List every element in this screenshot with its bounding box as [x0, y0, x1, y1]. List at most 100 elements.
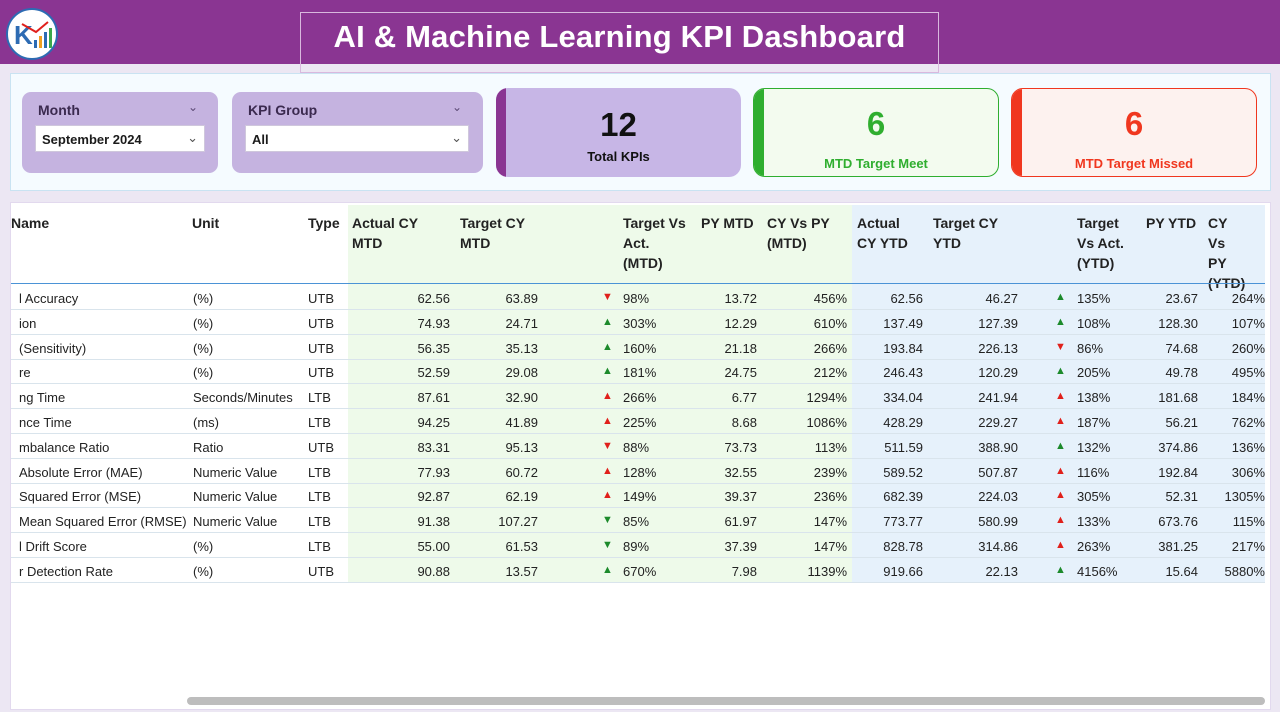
cell-actual-cy-mtd: 74.93 [417, 315, 450, 331]
cell-type: LTB [308, 464, 331, 480]
table-row[interactable]: Absolute Error (MAE) Numeric Value LTB 77.9… [11, 459, 1265, 484]
cell-target-cy-mtd: 60.72 [505, 464, 538, 480]
cell-type: LTB [308, 539, 331, 554]
cell-py-ytd: 381.25 [1158, 539, 1198, 554]
table-row[interactable]: re (%) UTB 52.59 29.08 ▲ 181% 24.75 212% 246.43 12… [11, 359, 1265, 385]
cell-type: UTB [308, 365, 334, 381]
ytd-trend-arrow-icon: ▲ [1055, 291, 1066, 303]
table-row[interactable]: Squared Error (MSE) Numeric Value LTB 92.87… [11, 483, 1265, 509]
cell-target-vs-act-ytd: 205% [1077, 365, 1111, 381]
header-actual-cy-ytd[interactable]: Actual CY YTD [857, 215, 908, 251]
cell-target-cy-mtd: 35.13 [505, 340, 538, 356]
cell-py-ytd: 181.68 [1158, 390, 1198, 406]
header-target-cy-mtd[interactable]: Target CY MTD [460, 215, 526, 251]
header-cy-vs-py-ytd[interactable]: CY Vs PY (YTD) [1208, 215, 1246, 291]
ytd-trend-arrow-icon: ▲ [1055, 415, 1066, 427]
header-type[interactable]: Type [308, 215, 340, 231]
cell-name: Mean Squared Error (RMSE) [19, 514, 187, 530]
cell-py-mtd: 6.77 [731, 390, 757, 406]
cell-actual-cy-mtd: 83.31 [417, 439, 450, 455]
table-row[interactable]: l Drift Score (%) LTB 55.00 61.53 ▼ 89% 37.39 14… [11, 533, 1265, 558]
cell-target-vs-act-mtd: 98% [623, 291, 650, 306]
table-row[interactable]: nce Time (ms) LTB 94.25 41.89 ▲ 225% 8.68 1086% 4… [11, 409, 1265, 434]
cell-cy-vs-py-mtd: 113% [814, 439, 847, 455]
cell-cy-vs-py-mtd: 147% [813, 514, 847, 530]
cell-actual-cy-mtd: 94.25 [417, 415, 450, 430]
cell-py-ytd: 23.67 [1165, 291, 1198, 306]
cell-name: l Drift Score [19, 539, 87, 554]
table-row[interactable]: mbalance Ratio Ratio UTB 83.31 95.13 ▼ 88% 73.7… [11, 434, 1265, 459]
header-target-cy-ytd[interactable]: Target CY YTD [933, 215, 999, 251]
table-row[interactable]: Mean Squared Error (RMSE) Numeric Value LT… [11, 508, 1265, 534]
cell-actual-cy-ytd: 511.59 [884, 439, 923, 455]
cell-name: l Accuracy [19, 291, 79, 306]
cell-cy-vs-py-ytd: 762% [1231, 415, 1265, 430]
kpi-group-dropdown[interactable]: All ⌄ [245, 125, 469, 152]
cell-target-vs-act-ytd: 135% [1077, 291, 1111, 306]
cell-cy-vs-py-mtd: 266% [813, 340, 847, 356]
header-unit[interactable]: Unit [192, 215, 220, 231]
cell-cy-vs-py-ytd: 306% [1231, 464, 1265, 480]
table-row[interactable]: ng Time Seconds/Minutes LTB 87.61 32.90 ▲ 266%… [11, 384, 1265, 410]
mtd-trend-arrow-icon: ▼ [602, 539, 613, 551]
chevron-down-icon[interactable]: ⌄ [452, 100, 463, 114]
cell-target-cy-ytd: 127.39 [978, 315, 1018, 331]
cell-target-vs-act-mtd: 266% [623, 390, 657, 406]
kpi-group-dropdown-value: All [252, 132, 269, 147]
header-cy-vs-py-mtd[interactable]: CY Vs PY (MTD) [767, 215, 830, 251]
mtd-trend-arrow-icon: ▼ [602, 291, 613, 303]
cell-target-vs-act-ytd: 116% [1077, 464, 1110, 480]
cell-target-cy-mtd: 29.08 [505, 365, 538, 381]
cell-target-cy-mtd: 32.90 [505, 390, 538, 406]
cell-unit: Numeric Value [193, 464, 278, 480]
horizontal-scrollbar[interactable] [187, 697, 1265, 705]
cell-actual-cy-mtd: 55.00 [417, 539, 450, 554]
cell-target-cy-mtd: 13.57 [505, 563, 538, 579]
cell-cy-vs-py-ytd: 495% [1231, 365, 1265, 381]
cell-type: LTB [308, 390, 331, 406]
cell-target-cy-ytd: 241.94 [978, 390, 1018, 406]
header-actual-cy-mtd[interactable]: Actual CY MTD [352, 215, 419, 251]
header-name[interactable]: Name [11, 215, 50, 231]
mtd-target-meet-value: 6 [866, 105, 886, 142]
header-py-mtd[interactable]: PY MTD [701, 215, 754, 231]
header-py-ytd[interactable]: PY YTD [1146, 215, 1197, 231]
cell-type: LTB [308, 489, 331, 505]
cell-target-vs-act-mtd: 88% [623, 439, 650, 455]
cell-cy-vs-py-ytd: 217% [1231, 539, 1265, 554]
cell-target-cy-mtd: 63.89 [505, 291, 538, 306]
cell-target-cy-ytd: 46.27 [985, 291, 1018, 306]
month-slicer-label: Month [38, 102, 80, 118]
mtd-target-missed-caption: MTD Target Missed [1074, 156, 1194, 171]
cell-target-vs-act-ytd: 86% [1077, 340, 1104, 356]
chevron-down-icon[interactable]: ⌄ [188, 100, 199, 114]
cell-target-vs-act-ytd: 133% [1077, 514, 1111, 530]
cell-target-cy-ytd: 314.86 [978, 539, 1018, 554]
month-dropdown[interactable]: September 2024 ⌄ [35, 125, 205, 152]
cell-target-vs-act-mtd: 85% [623, 514, 650, 530]
ytd-trend-arrow-icon: ▲ [1055, 315, 1066, 328]
cell-target-vs-act-ytd: 132% [1077, 439, 1111, 455]
ytd-trend-arrow-icon: ▲ [1055, 539, 1066, 551]
table-row[interactable]: ion (%) UTB 74.93 24.71 ▲ 303% 12.29 610% 137.49 1… [11, 310, 1265, 335]
cell-name: nce Time [19, 415, 72, 430]
cell-cy-vs-py-mtd: 1086% [806, 415, 847, 430]
cell-target-vs-act-mtd: 225% [623, 415, 657, 430]
cell-actual-cy-mtd: 52.59 [417, 365, 450, 381]
mtd-trend-arrow-icon: ▼ [602, 439, 613, 452]
cell-name: Absolute Error (MAE) [19, 464, 143, 480]
cell-py-mtd: 61.97 [724, 514, 757, 530]
cell-name: ng Time [19, 390, 66, 406]
table-row[interactable]: r Detection Rate (%) UTB 90.88 13.57 ▲ 670% 7.9… [11, 558, 1265, 583]
header-target-vs-act-ytd[interactable]: Target Vs Act. (YTD) [1077, 215, 1124, 271]
header-target-vs-act-mtd[interactable]: Target Vs Act. (MTD) [623, 215, 686, 271]
cell-cy-vs-py-ytd: 115% [1232, 514, 1265, 530]
cell-target-cy-ytd: 224.03 [978, 489, 1018, 505]
cell-py-mtd: 39.37 [724, 489, 757, 505]
cell-cy-vs-py-mtd: 147% [813, 539, 847, 554]
cell-cy-vs-py-mtd: 1294% [806, 390, 847, 406]
cell-unit: (%) [193, 340, 214, 356]
table-row[interactable]: l Accuracy (%) UTB 62.56 63.89 ▼ 98% 13.72 456% 6… [11, 285, 1265, 310]
cell-target-cy-mtd: 61.53 [505, 539, 538, 554]
table-row[interactable]: (Sensitivity) (%) UTB 56.35 35.13 ▲ 160% 21.18 2… [11, 335, 1265, 360]
